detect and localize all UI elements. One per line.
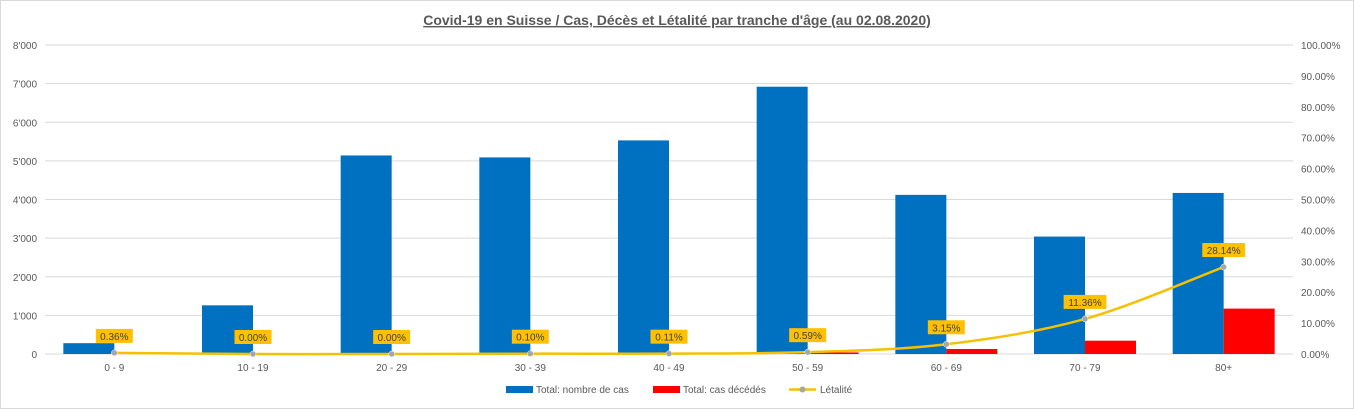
bar-cases [341,155,392,354]
bar-cases [618,140,669,354]
category-label: 80+ [1215,363,1232,374]
data-label: 0.00% [377,333,405,344]
line-marker [805,349,811,355]
left-tick-label: 8'000 [13,41,38,52]
right-tick-label: 100.00% [1301,41,1341,52]
right-tick-label: 30.00% [1301,257,1335,268]
data-label: 0.10% [516,333,544,344]
bar-cases [1173,193,1224,354]
legend-swatch-deaths [653,386,680,393]
right-tick-label: 50.00% [1301,196,1335,207]
line-marker [527,351,533,357]
line-marker [389,351,395,357]
right-tick-label: 90.00% [1301,72,1335,83]
data-label: 28.14% [1207,246,1241,257]
category-label: 10 - 19 [237,363,269,374]
legend-swatch-cases [506,386,533,393]
data-label: 0.36% [100,332,128,343]
left-tick-label: 7'000 [13,80,38,91]
line-marker [1221,264,1227,270]
data-label: 11.36% [1068,298,1101,309]
bar-deaths [1224,309,1275,354]
category-label: 40 - 49 [653,363,685,374]
line-marker [250,351,256,357]
legend-label-cases: Total: nombre de cas [536,385,629,396]
category-label: 70 - 79 [1069,363,1101,374]
line-marker [111,350,117,356]
left-tick-label: 5'000 [13,157,38,168]
left-tick-label: 3'000 [13,234,38,245]
data-label: 3.15% [932,323,960,334]
data-label: 0.59% [793,331,821,342]
left-tick-label: 0 [31,350,37,361]
bar-deaths [946,349,997,354]
right-tick-label: 20.00% [1301,288,1335,299]
right-tick-label: 10.00% [1301,319,1335,330]
legend-label-rate: Létalité [820,385,853,396]
bar-deaths [1085,341,1136,354]
chart-title: Covid-19 en Suisse / Cas, Décès et Létal… [423,12,931,28]
data-label: 0.11% [655,333,683,344]
right-tick-label: 70.00% [1301,134,1335,145]
left-axis: 0 1'000 2'000 3'000 4'000 5'000 6'000 7'000 8'00… [13,41,38,361]
right-tick-label: 40.00% [1301,226,1335,237]
legend-label-deaths: Total: cas décédés [683,385,766,396]
bar-cases [202,305,253,354]
category-label: 0 - 9 [104,363,124,374]
category-label: 60 - 69 [931,363,963,374]
category-axis: 0 - 9 10 - 19 20 - 29 30 - 39 40 - 49 50 - 59… [104,363,1232,374]
bar-cases [479,157,530,354]
line-marker [1082,316,1088,322]
right-tick-label: 80.00% [1301,103,1335,114]
bar-cases [757,87,808,354]
line-marker [943,341,949,347]
left-tick-label: 2'000 [13,273,38,284]
right-tick-label: 60.00% [1301,165,1335,176]
left-tick-label: 4'000 [13,196,38,207]
bar-cases [63,343,114,354]
left-tick-label: 1'000 [13,311,38,322]
right-axis: 0.00% 10.00% 20.00% 30.00% 40.00% 50.00% 60.00… [1301,41,1341,361]
category-label: 20 - 29 [376,363,408,374]
category-label: 50 - 59 [792,363,824,374]
legend: Total: nombre de cas Total: cas décédés Lé… [506,385,853,396]
data-label: 0.00% [239,333,267,344]
left-tick-label: 6'000 [13,118,38,129]
right-tick-label: 0.00% [1301,350,1329,361]
legend-marker-rate [800,387,806,393]
bars [63,87,1274,354]
line-marker [666,351,672,357]
category-label: 30 - 39 [515,363,547,374]
